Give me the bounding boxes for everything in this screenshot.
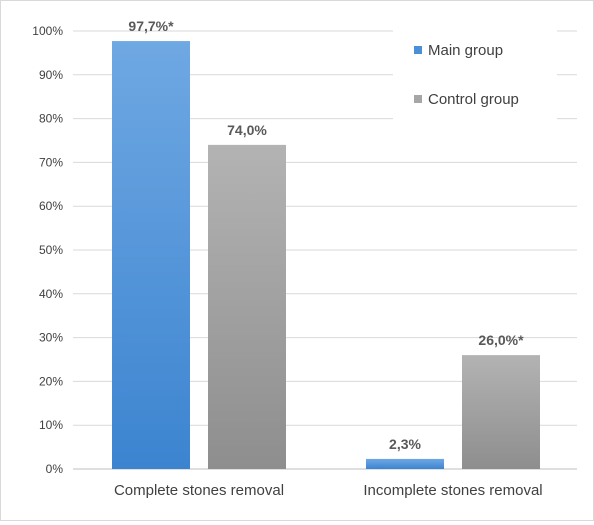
y-tick-label: 80% (39, 112, 63, 126)
bar-main-group-incomplete (366, 458, 444, 469)
y-tick-label: 50% (39, 243, 63, 257)
y-tick-label: 40% (39, 287, 63, 301)
bar-main-group-complete (112, 41, 190, 469)
y-tick-label: 10% (39, 418, 63, 432)
data-label: 26,0%* (478, 332, 524, 348)
y-tick-label: 0% (46, 462, 64, 476)
legend: Main group Control group (393, 29, 557, 121)
bar-control-group-complete (208, 144, 286, 469)
legend-label: Control group (428, 91, 519, 108)
y-tick-label: 60% (39, 199, 63, 213)
data-label: 74,0% (227, 122, 267, 138)
x-axis-categories: Complete stones removal Incomplete stones… (114, 482, 543, 499)
bar-control-group-incomplete (462, 355, 540, 469)
y-tick-label: 30% (39, 331, 63, 345)
y-tick-label: 70% (39, 155, 63, 169)
bars (112, 41, 540, 469)
legend-label: Main group (428, 42, 503, 59)
y-axis-ticks: 0% 10% 20% 30% 40% 50% 60% 70% 80% 90% 100% (32, 24, 63, 476)
legend-background (393, 29, 557, 121)
y-tick-label: 90% (39, 68, 63, 82)
legend-swatch (414, 46, 422, 54)
data-label: 97,7%* (128, 18, 174, 34)
y-tick-label: 20% (39, 374, 63, 388)
x-category-label: Complete stones removal (114, 482, 284, 499)
y-tick-label: 100% (32, 24, 63, 38)
data-label: 2,3% (389, 436, 421, 452)
legend-swatch (414, 95, 422, 103)
data-labels: 97,7%* 74,0% 2,3% 26,0%* (128, 18, 524, 452)
x-category-label: Incomplete stones removal (363, 482, 542, 499)
